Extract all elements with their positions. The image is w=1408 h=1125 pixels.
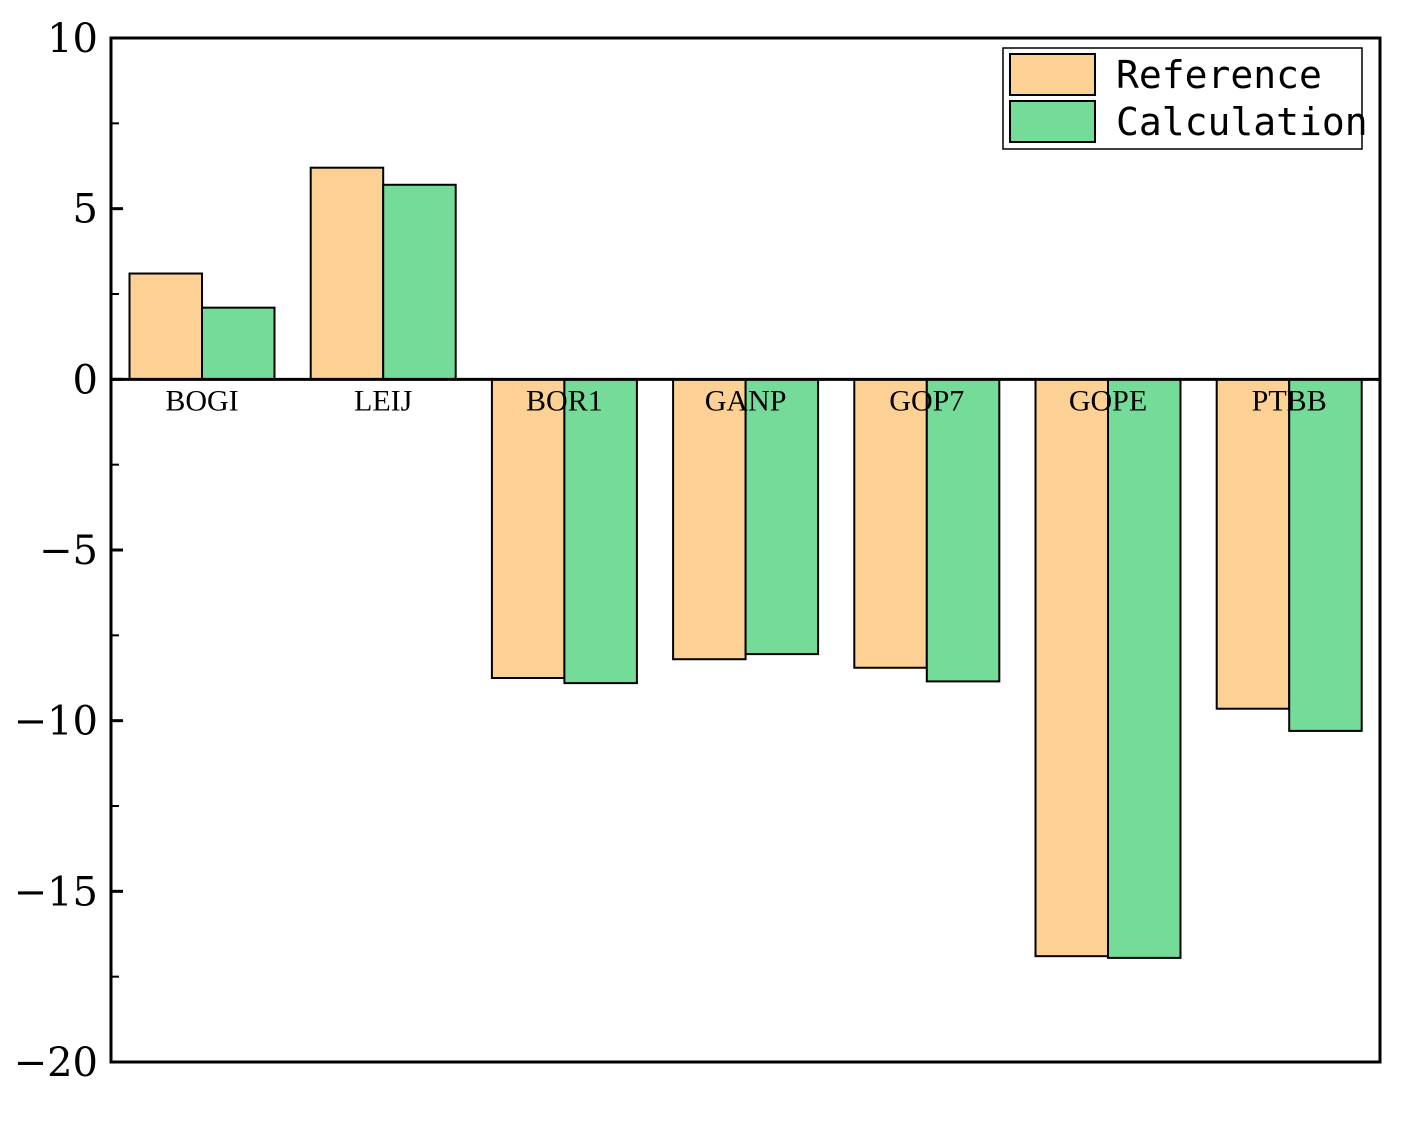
bar-calculation-bogi xyxy=(201,306,276,381)
bar-calculation-bor1 xyxy=(563,378,638,685)
legend-label-reference: Reference xyxy=(1116,53,1322,97)
bar-calculation-ganp xyxy=(744,378,820,656)
y-tick-label: 5 xyxy=(73,187,98,233)
bars-layer xyxy=(128,166,1363,959)
bar-reference-leij xyxy=(309,166,385,381)
axes-layer: 10 5 0 −5 −10 −15 −20 BOGI LEIJ BOR1 GANP GOP7 GOPE P… xyxy=(14,16,1382,1086)
category-label-leij: LEIJ xyxy=(354,384,413,417)
legend-label-calculation: Calculation xyxy=(1116,100,1368,144)
y-tick-label: 10 xyxy=(47,16,98,62)
bar-reference-gop7 xyxy=(853,378,928,669)
bar-reference-ganp xyxy=(672,378,747,661)
y-tick-label: −5 xyxy=(39,528,98,574)
bar-reference-ptbb xyxy=(1215,378,1291,710)
bar-calculation-gop7 xyxy=(925,378,1001,683)
category-label-gope: GOPE xyxy=(1069,384,1147,417)
y-tick-label: −15 xyxy=(14,869,98,915)
legend-swatch-reference xyxy=(1009,53,1096,96)
bar-calculation-leij xyxy=(382,183,457,381)
y-tick-label: −20 xyxy=(14,1040,98,1086)
y-tick-label: 0 xyxy=(73,357,98,403)
bar-calculation-ptbb xyxy=(1288,378,1363,732)
legend-swatch-calculation xyxy=(1009,100,1096,143)
bar-reference-bor1 xyxy=(490,378,566,679)
category-label-bogi: BOGI xyxy=(165,384,238,417)
category-label-bor1: BOR1 xyxy=(526,384,603,417)
category-label-gop7: GOP7 xyxy=(889,384,964,417)
bar-reference-gope xyxy=(1034,378,1109,958)
category-label-ganp: GANP xyxy=(705,384,787,417)
category-label-ptbb: PTBB xyxy=(1252,384,1327,417)
bar-calculation-gope xyxy=(1107,378,1182,959)
bar-reference-bogi xyxy=(128,272,203,381)
y-tick-label: −10 xyxy=(14,699,98,745)
